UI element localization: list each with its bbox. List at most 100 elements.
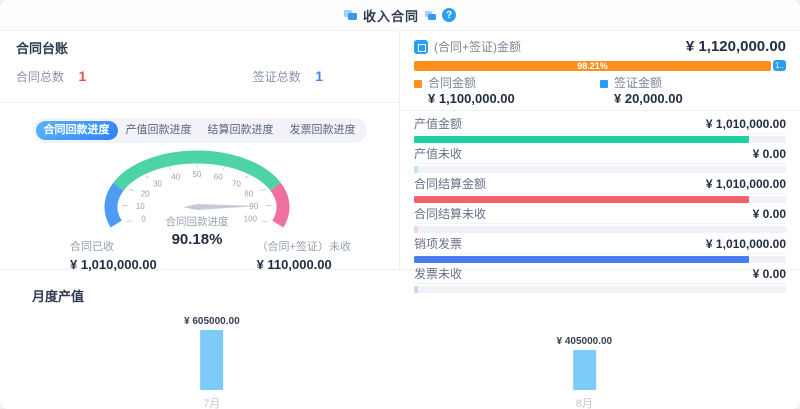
bar-month-label: 8月 [575,398,593,409]
main-panels: 合同台账 合同总数 1 签证总数 1 合同回款进度 产值回款进度 结算回款进度 发票回… [0,31,800,293]
metric-progress-bar [414,136,786,143]
bar-rect [572,349,596,390]
gauge-tick [221,166,225,171]
metric-label: 销项发票 [414,237,463,251]
bar-rect [200,329,224,390]
gauge-tick-label: 40 [171,172,180,181]
ledger-stats: 合同总数 1 签证总数 1 [0,68,399,103]
page-header: 收入合同 ? [0,0,800,31]
metric-label: 合同结算金额 [414,177,487,191]
gauge-tick-label: 0 [141,214,146,223]
metric-row-1: 产值金额 ¥ 1,010,000.00 [414,115,786,143]
gauge-value: 90.18% [171,231,222,247]
amounts-panel: (合同+签证)金额 ¥ 1,120,000.00 98.21% 1.. 合同金额… [400,31,800,293]
metric-label: 发票未收 [414,267,463,281]
attachment-icon [425,10,436,20]
gauge-tick [126,220,132,223]
gauge-segment [112,150,281,191]
metric-amount: ¥ 1,010,000.00 [705,177,786,191]
metrics-list: 产值金额 ¥ 1,010,000.00 产值未收 ¥ 0.00 合同结算金额 ¥ 1,01… [400,115,800,293]
metric-amount: ¥ 0.00 [752,207,786,221]
metric-row-3: 合同结算金额 ¥ 1,010,000.00 [414,175,786,203]
metric-progress-bar [414,166,786,173]
stat-visa-total-value: 1 [315,68,323,84]
gauge-tick [144,175,149,179]
gauge-tick [168,166,172,171]
received-value: ¥ 1,010,000.00 [70,257,157,272]
gauge-tick-label: 20 [140,190,149,199]
progress-tabs: 合同回款进度 产值回款进度 结算回款进度 发票回款进度 [32,118,367,143]
metric-row-4: 合同结算未收 ¥ 0.00 [414,205,786,233]
tab-3[interactable]: 结算回款进度 [207,124,274,136]
gauge-segment [269,182,289,228]
amount-icon [414,39,428,54]
ledger-panel: 合同台账 合同总数 1 签证总数 1 合同回款进度 产值回款进度 结算回款进度 发票回… [0,31,400,272]
stat-contract-total: 合同总数 1 [16,68,86,86]
monthly-panel: 月度产值 ¥ 605000.00 7月 ¥ 405000.00 8月 [0,270,800,409]
summary-label: (合同+签证)金额 [434,40,522,54]
amount-legend: 合同金额 ¥ 1,100,000.00 签证金额 ¥ 20,000.00 [400,77,800,111]
unreceived-label: （合同+签证）未收 [256,241,351,253]
gauge-needle [182,204,259,210]
visa-portion-bar: 1.. [773,60,786,71]
metric-progress-fill [414,196,750,203]
bar-value-label: ¥ 405000.00 [556,335,613,347]
gauge-svg: 0 10 20 30 40 50 60 70 80 90 100 合同回款进度 90.18% [104,150,289,247]
gauge-segment [104,182,124,228]
unreceived-value: ¥ 110,000.00 [256,257,332,272]
metric-progress-bar [414,256,786,263]
metric-progress-bar [414,196,786,203]
tab-1[interactable]: 合同回款进度 [35,121,118,140]
gauge-tick [261,220,267,223]
gauge-tick [259,188,265,192]
metric-amount: ¥ 0.00 [752,147,786,161]
stat-visa-total: 签证总数 1 [253,68,323,86]
monthly-bar-group-1: ¥ 605000.00 7月 [184,315,240,409]
receipt-summary: 合同已收 ¥ 1,010,000.00 （合同+签证）未收 ¥ 110,000.… [0,241,399,272]
legend-visa: 签证金额 ¥ 20,000.00 [600,77,786,105]
monthly-chart: ¥ 605000.00 7月 ¥ 405000.00 8月 [16,304,784,409]
gauge-title: 合同回款进度 [165,215,228,228]
metric-progress-fill [414,286,419,293]
monthly-bar-group-2: ¥ 405000.00 8月 [556,335,613,409]
gauge-tick-label: 10 [135,202,144,211]
gauge-tick-label: 30 [153,179,162,188]
visa-amount-label: 签证金额 [614,76,663,90]
visa-amount-value: ¥ 20,000.00 [614,91,683,106]
tab-2[interactable]: 产值回款进度 [125,124,192,136]
stat-visa-total-label: 签证总数 [252,70,301,84]
stat-contract-total-value: 1 [78,68,87,84]
amount-ratio-bar: 98.21% 1.. [414,60,786,71]
received-label: 合同已收 [70,241,114,253]
gauge-tick-label: 100 [243,214,257,223]
metric-row-5: 销项发票 ¥ 1,010,000.00 [414,235,786,263]
metric-amount: ¥ 1,010,000.00 [705,117,786,131]
metric-progress-bar [414,286,786,293]
monthly-title: 月度产值 [32,289,85,304]
gauge-tick-label: 90 [249,202,258,211]
metric-progress-fill [414,136,750,143]
contract-amount-value: ¥ 1,100,000.00 [428,91,515,106]
help-icon[interactable]: ? [442,8,456,22]
bar-month-label: 7月 [203,398,221,409]
ledger-title: 合同台账 [16,41,69,56]
bar-value-label: ¥ 605000.00 [184,315,240,327]
metric-progress-bar [414,226,786,233]
contract-swatch-icon [414,79,422,88]
legend-contract: 合同金额 ¥ 1,100,000.00 [414,77,600,105]
tab-4[interactable]: 发票回款进度 [289,124,356,136]
summary-header: (合同+签证)金额 ¥ 1,120,000.00 [400,31,800,60]
metric-label: 产值未收 [414,147,463,161]
gauge-tick [128,188,134,192]
metric-progress-fill [414,226,419,233]
metric-amount: ¥ 1,010,000.00 [705,237,786,251]
unreceived-amount-block: （合同+签证）未收 ¥ 110,000.00 [257,241,351,272]
gauge-tick-label: 80 [244,190,253,199]
progress-tabs-row: 合同回款进度 产值回款进度 结算回款进度 发票回款进度 [0,118,399,143]
gauge-tick-label: 60 [213,172,222,181]
contract-portion-bar: 98.21% [414,60,771,71]
received-amount-block: 合同已收 ¥ 1,010,000.00 [70,241,157,272]
page-title: 收入合同 [362,8,419,24]
contract-doc-icon [343,10,357,20]
